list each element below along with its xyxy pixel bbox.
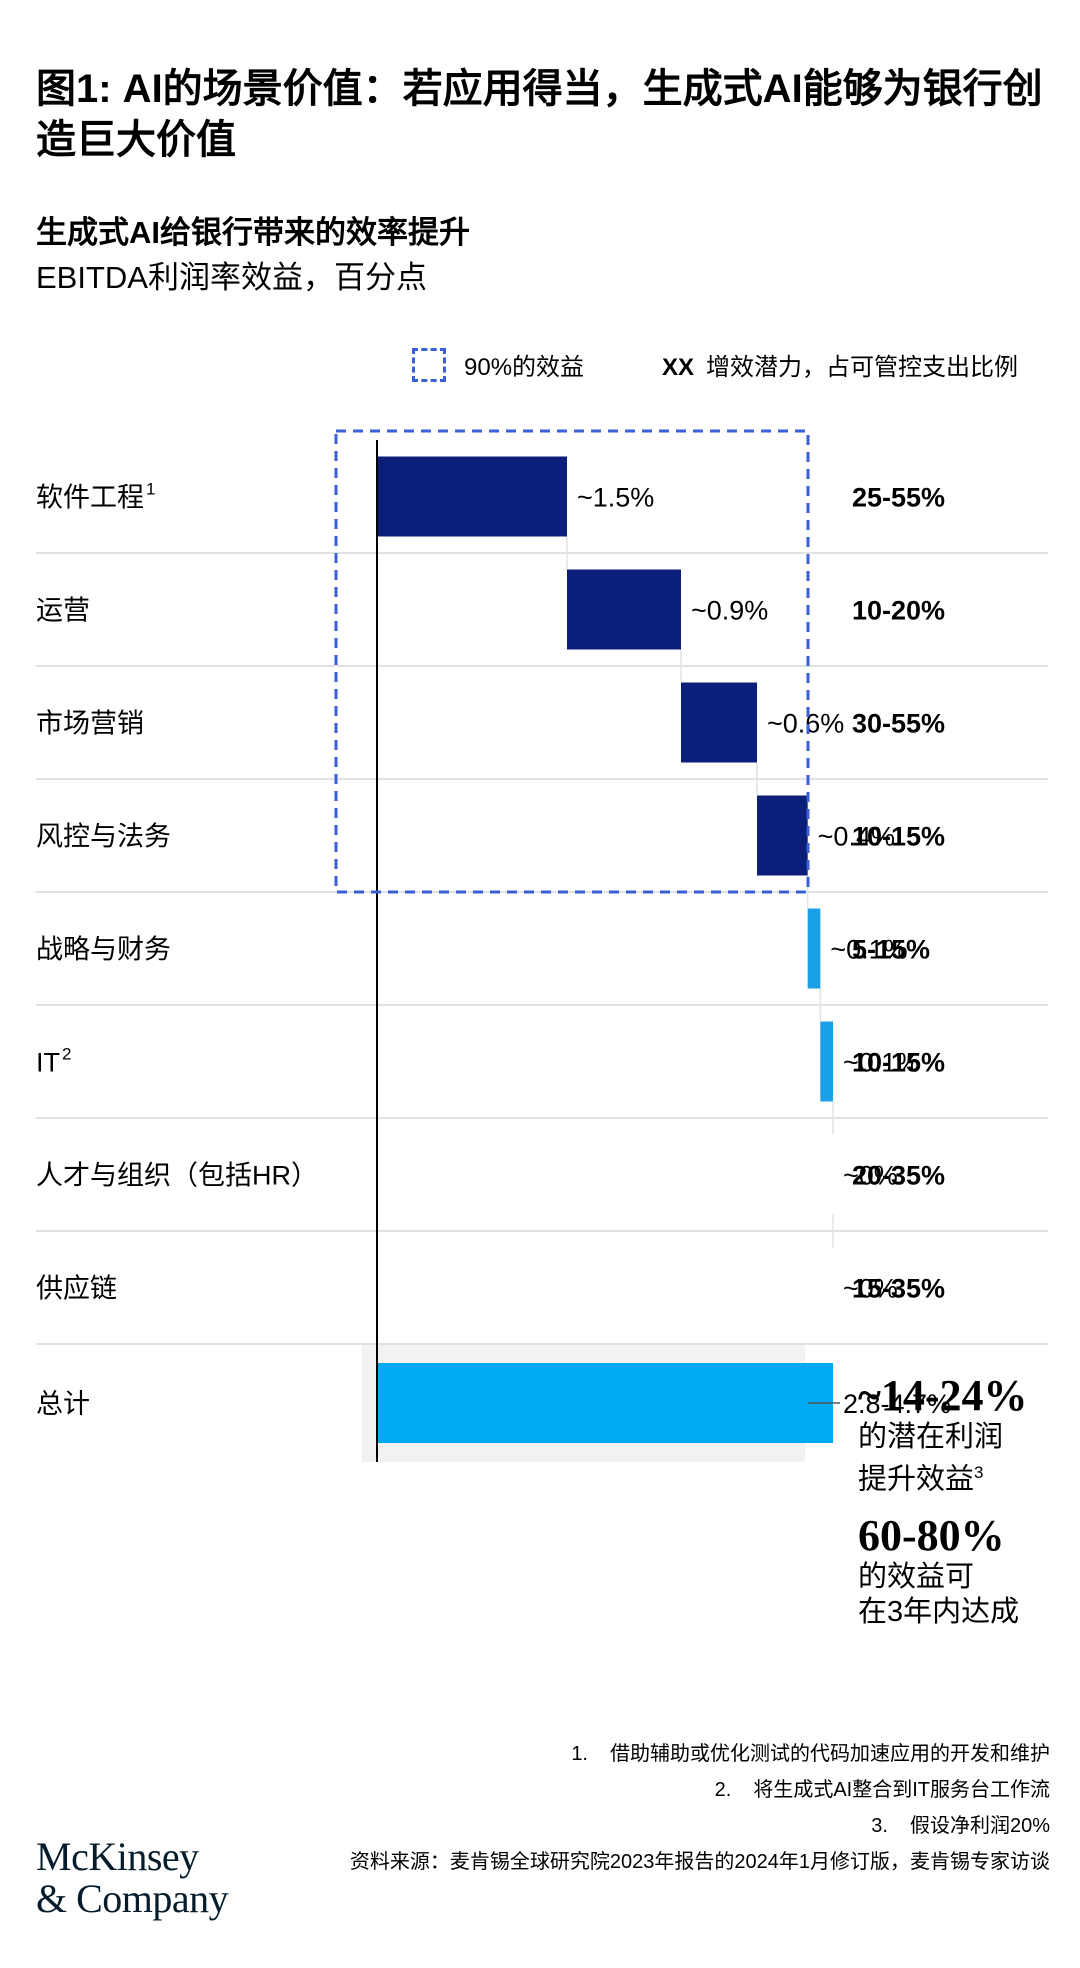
footnotes: 1. 借助辅助或优化测试的代码加速应用的开发和维护 2. 将生成式AI整合到IT服务… — [290, 1742, 1050, 1874]
summary-line-4: 在3年内达成 — [858, 1595, 1020, 1628]
chart-title: 生成式AI给银行带来的效率提升 — [36, 215, 470, 250]
summary-profit-uplift-value: ~14-24% — [858, 1371, 1028, 1420]
category-label-text: IT — [36, 1048, 60, 1078]
total-bar — [377, 1363, 833, 1443]
footnote-2: 2. 将生成式AI整合到IT服务台工作流 — [290, 1778, 1050, 1802]
summary-footnote-ref: 3 — [974, 1463, 984, 1482]
total-label: 总计 — [36, 1389, 90, 1419]
category-label-text: 战略与财务 — [36, 935, 171, 965]
category-footnote-ref: 1 — [146, 480, 155, 499]
bar-2 — [567, 569, 681, 650]
footnote-1-text: 借助辅助或优化测试的代码加速应用的开发和维护 — [610, 1743, 1050, 1765]
footnote-3-number: 3. — [871, 1815, 888, 1837]
bar-1 — [377, 456, 567, 537]
footnote-3-text: 假设净利润20% — [909, 1815, 1050, 1837]
summary-achievable-value: 60-80% — [858, 1510, 1005, 1560]
category-label-8: 供应链 — [36, 1274, 117, 1304]
bar-5 — [807, 908, 821, 989]
potential-label-6: 10-15% — [852, 1048, 945, 1078]
category-label-text: 市场营销 — [36, 709, 144, 739]
legend-label-potential: 增效潜力，占可管控支出比例 — [706, 354, 1018, 381]
value-label-3: ~0.6% — [767, 709, 844, 739]
footnote-1-number: 1. — [571, 1743, 588, 1765]
logo-line-1: McKinsey — [36, 1834, 199, 1879]
category-label-text: 软件工程 — [36, 483, 144, 513]
category-label-5: 战略与财务 — [36, 935, 171, 965]
summary-line-2: 提升效益3 — [858, 1455, 1073, 1498]
value-label-8: ~0% — [843, 1274, 898, 1304]
chart-subtitle: EBITDA利润率效益，百分点 — [36, 260, 427, 295]
value-label-2: ~0.9% — [691, 596, 768, 626]
category-label-2: 运营 — [36, 596, 90, 626]
category-label-text: 供应链 — [36, 1274, 117, 1304]
summary-line-2-text: 提升效益 — [858, 1463, 975, 1496]
bar-6 — [820, 1021, 833, 1102]
category-footnote-ref: 2 — [62, 1045, 71, 1064]
waterfall-chart: 软件工程 1 ~1.5% 25-55% 运营 ~0.9% 10-20% 市场营销 ~0.6% 30… — [36, 429, 1048, 1462]
logo-line-2: & Company — [36, 1876, 229, 1921]
legend-dashed-box-icon — [412, 348, 446, 382]
bar-4 — [757, 795, 808, 876]
source-note: 资料来源：麦肯锡全球研究院2023年报告的2024年1月修订版，麦肯锡专家访谈 — [349, 1851, 1050, 1873]
footnote-2-text: 将生成式AI整合到IT服务台工作流 — [753, 1779, 1050, 1801]
mckinsey-logo: McKinsey & Company — [36, 1834, 229, 1921]
total-summary: ~14-24% 的潜在利润 提升效益3 60-80% 的效益可 在3年内达成 — [858, 1372, 1073, 1630]
category-label-3: 市场营销 — [36, 709, 144, 739]
summary-line-3: 的效益可 — [858, 1560, 975, 1593]
category-label-4: 风控与法务 — [36, 822, 171, 852]
value-label-1: ~1.5% — [577, 483, 654, 513]
potential-label-5: 5-15% — [852, 935, 930, 965]
potential-label-2: 10-20% — [852, 596, 945, 626]
potential-label-4: 10-15% — [852, 822, 945, 852]
benefit-90-dashed-box — [334, 429, 810, 894]
legend-xx-symbol: XX — [662, 354, 695, 381]
potential-label-3: 30-55% — [852, 709, 945, 739]
category-label-text: 风控与法务 — [36, 822, 171, 852]
potential-label-1: 25-55% — [852, 483, 945, 513]
total-value-label: 2.8-4.7% — [843, 1389, 951, 1419]
footnote-3: 3. 假设净利润20% — [290, 1814, 1050, 1838]
category-label-text: 运营 — [36, 596, 90, 626]
legend-label-90-benefit: 90%的效益 — [464, 354, 585, 381]
category-label-1: 软件工程 1 — [36, 480, 155, 513]
value-label-6: ~0.1% — [843, 1048, 920, 1078]
value-label-5: ~0.1% — [830, 935, 907, 965]
value-label-7: ~0% — [843, 1161, 898, 1191]
potential-label-8: 15-35% — [852, 1274, 945, 1304]
category-label-6: IT 2 — [36, 1045, 71, 1078]
bar-3 — [681, 682, 757, 763]
value-label-4: ~0.4% — [818, 822, 895, 852]
page-title: 图1: AI的场景价值：若应用得当，生成式AI能够为银行创造巨大价值 — [36, 67, 1043, 162]
footnote-2-number: 2. — [714, 1779, 732, 1801]
category-label-text: 人才与组织（包括HR） — [36, 1161, 318, 1191]
summary-line-1: 的潜在利润 — [858, 1421, 1004, 1453]
category-label-7: 人才与组织（包括HR） — [36, 1161, 318, 1191]
footnote-1: 1. 借助辅助或优化测试的代码加速应用的开发和维护 — [290, 1742, 1050, 1766]
potential-label-7: 20-35% — [852, 1161, 945, 1191]
